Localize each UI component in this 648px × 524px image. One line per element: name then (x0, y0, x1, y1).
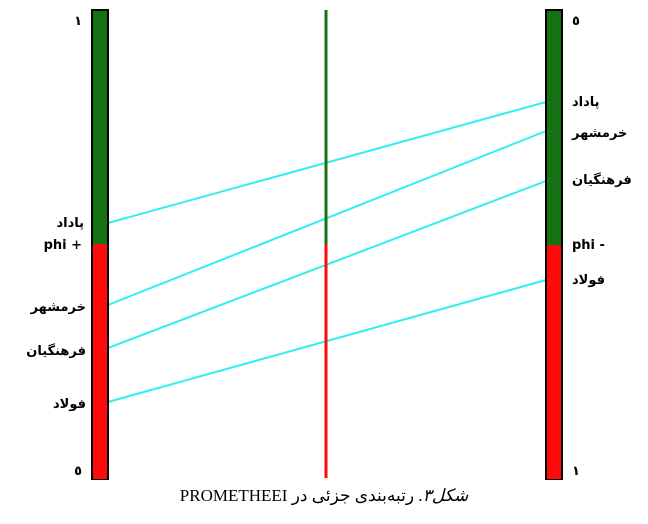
caption-figure-number: شکل۳ (422, 486, 469, 505)
left-bottom-label: ٥ (74, 464, 82, 479)
right-bar-top-segment (546, 10, 562, 245)
caption-text: . رتبه‌بندی جزئی در PROMETHEEI (179, 486, 423, 505)
ranking-diagram: ١ ٥ phi + پاداد خرمشهر فرهنگیان فولاد ٥ … (26, 9, 632, 480)
left-split-label: phi + (44, 238, 82, 253)
right-split-label: phi - (572, 238, 605, 253)
right-item-label: خرمشهر (571, 126, 627, 141)
right-bar-bottom-segment (546, 245, 562, 480)
right-bar-outline (545, 9, 563, 480)
right-item-label: پاداد (572, 95, 600, 110)
right-bar (545, 9, 563, 480)
left-bar-bottom-segment (92, 244, 108, 480)
left-item-label: فرهنگیان (26, 343, 86, 359)
left-item-label: فولاد (53, 397, 86, 412)
figure-caption: شکل۳. رتبه‌بندی جزئی در PROMETHEEI (0, 486, 648, 506)
right-item-label: فولاد (572, 273, 605, 288)
right-top-label: ٥ (572, 14, 580, 29)
left-bar-outline (91, 9, 109, 480)
left-item-label: پاداد (56, 216, 84, 231)
left-bar-top-segment (92, 10, 108, 244)
left-bar (91, 9, 109, 480)
right-item-label: فرهنگیان (572, 172, 632, 188)
right-bottom-label: ١ (572, 464, 580, 479)
left-item-label: خرمشهر (30, 300, 86, 315)
left-top-label: ١ (74, 14, 82, 29)
